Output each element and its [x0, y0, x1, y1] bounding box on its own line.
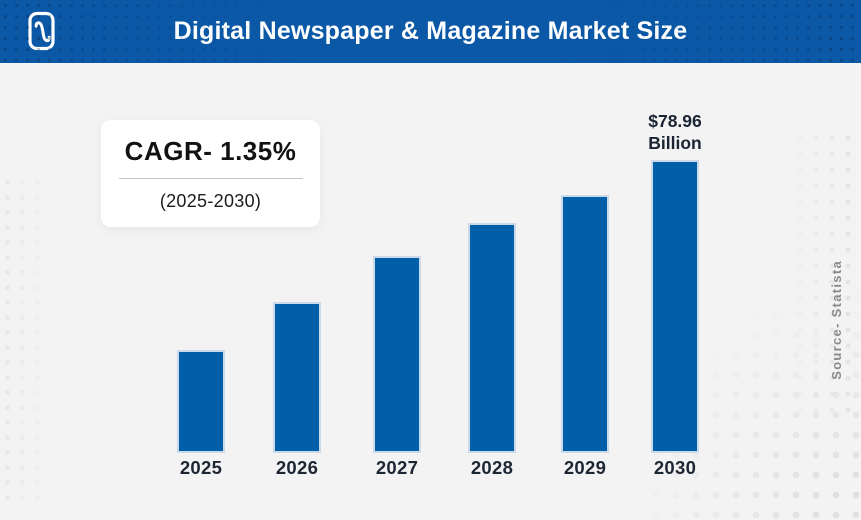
header-banner: Digital Newspaper & Magazine Market Size — [0, 0, 861, 63]
bar-value-label: $78.96 Billion — [648, 111, 702, 153]
bar-2030 — [651, 160, 699, 453]
cagr-card: CAGR- 1.35% (2025-2030) — [101, 120, 320, 227]
bar-group-2028: 2028 — [432, 223, 552, 478]
bar-2026 — [273, 302, 321, 453]
cagr-value: CAGR- 1.35% — [124, 135, 297, 166]
cagr-divider — [118, 177, 303, 179]
x-axis-label-2025: 2025 — [179, 457, 223, 478]
x-axis-label-2030: 2030 — [653, 457, 697, 478]
bar-group-2027: 2027 — [337, 256, 457, 478]
page-title: Digital Newspaper & Magazine Market Size — [173, 17, 688, 45]
x-axis-label-2029: 2029 — [563, 457, 607, 478]
bar-group-2030: $78.96 Billion 2030 — [615, 111, 735, 478]
brand-logo-icon — [28, 11, 55, 51]
bar-2027 — [373, 256, 421, 453]
bar-2025 — [177, 350, 225, 453]
source-attribution: Source- Statista — [829, 260, 844, 380]
x-axis-label-2028: 2028 — [470, 457, 514, 478]
bar-group-2026: 2026 — [237, 302, 357, 478]
bar-group-2029: 2029 — [525, 195, 645, 478]
x-axis-label-2027: 2027 — [375, 457, 419, 478]
x-axis-label-2026: 2026 — [275, 457, 319, 478]
bar-2028 — [468, 223, 516, 453]
bar-2029 — [561, 195, 609, 453]
cagr-range: (2025-2030) — [159, 190, 262, 211]
bar-group-2025: 2025 — [141, 350, 261, 478]
